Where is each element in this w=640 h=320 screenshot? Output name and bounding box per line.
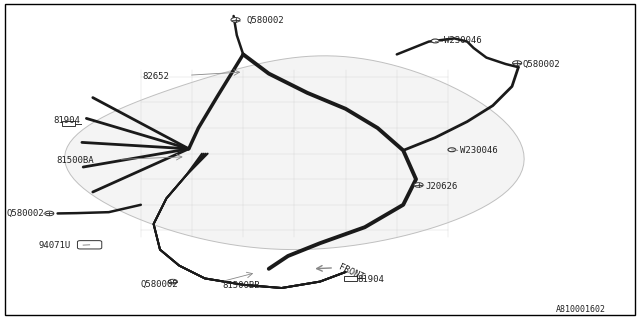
Text: Q580002: Q580002 — [6, 209, 44, 218]
Text: 81904: 81904 — [357, 275, 384, 284]
Circle shape — [231, 18, 240, 22]
Text: Q580002: Q580002 — [523, 60, 561, 68]
Text: 82652: 82652 — [142, 72, 169, 81]
Text: Q580002: Q580002 — [141, 280, 179, 289]
Text: 81904: 81904 — [53, 116, 80, 125]
Text: FRONT: FRONT — [337, 263, 365, 282]
Circle shape — [45, 211, 54, 216]
Text: 94071U: 94071U — [38, 241, 70, 250]
Circle shape — [513, 61, 522, 65]
Bar — [344, 276, 357, 281]
Text: Q580002: Q580002 — [246, 16, 284, 25]
Circle shape — [448, 148, 456, 152]
Text: A810001602: A810001602 — [556, 305, 605, 314]
Text: 81500BA: 81500BA — [56, 156, 94, 164]
FancyBboxPatch shape — [77, 241, 102, 249]
Polygon shape — [65, 56, 524, 250]
Text: W230046: W230046 — [444, 36, 481, 45]
Text: 81500BB: 81500BB — [223, 281, 260, 290]
Bar — [62, 121, 75, 126]
Text: W230046: W230046 — [460, 146, 497, 155]
Text: J20626: J20626 — [426, 182, 458, 191]
Circle shape — [414, 183, 423, 187]
Circle shape — [431, 39, 439, 43]
Circle shape — [168, 279, 177, 284]
